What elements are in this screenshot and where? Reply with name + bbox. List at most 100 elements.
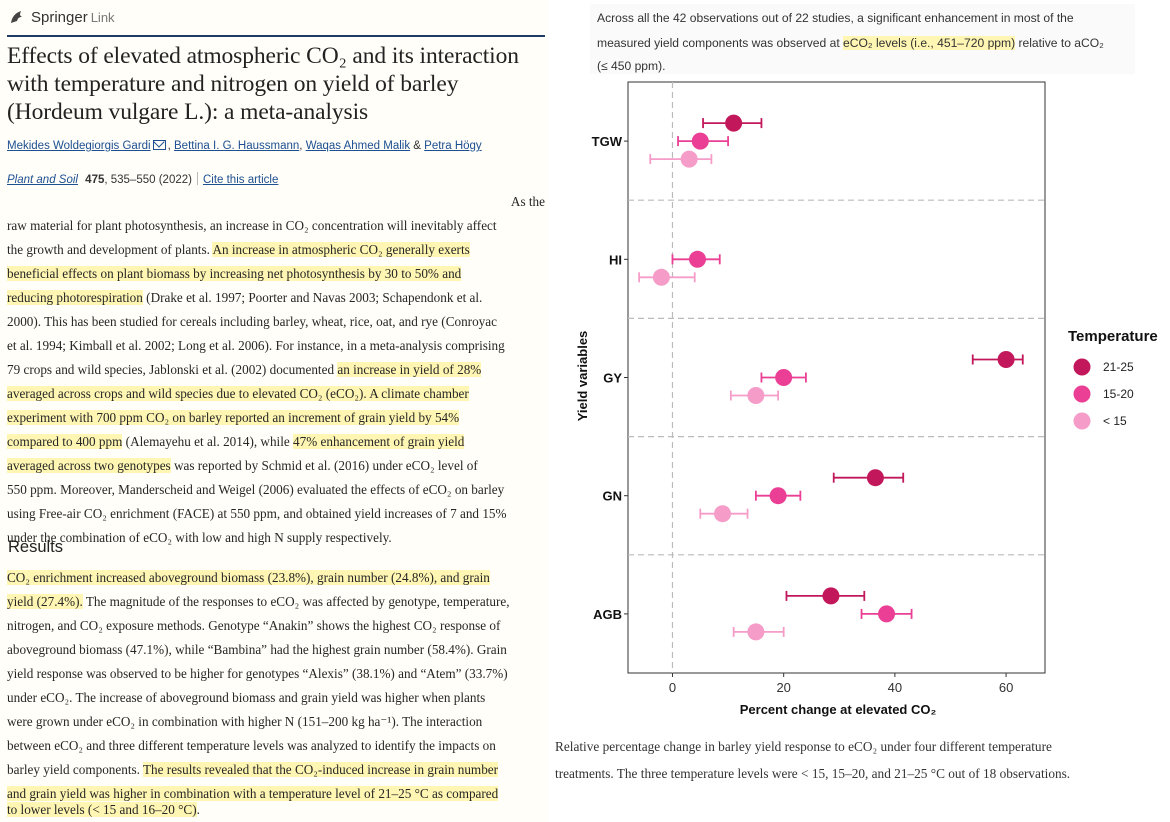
- highlight-span: to lower levels (< 15 and 16–20 °C): [7, 802, 197, 817]
- data-point: [769, 487, 787, 505]
- text-line: reducing photorespiration (Drake et al. …: [7, 286, 547, 310]
- cite-link[interactable]: Cite this article: [202, 174, 279, 186]
- highlight-span: CO₂ enrichment increased aboveground bio…: [7, 570, 490, 585]
- text-span: .: [196, 802, 200, 817]
- author-link[interactable]: Mekides Woldegiorgis Gardi: [7, 140, 151, 152]
- highlight-span: An increase in atmospheric CO₂ generally…: [212, 242, 470, 257]
- title-line-1: Effects of elevated atmospheric CO₂ and …: [7, 43, 519, 69]
- data-point-group: [760, 369, 807, 386]
- text-line: experiment with 700 ppm CO₂ on barley re…: [7, 406, 547, 430]
- chart-marks: [638, 114, 1024, 641]
- article-panel: Springer Link Effects of elevated atmosp…: [0, 0, 548, 822]
- gridlines: [628, 82, 1045, 673]
- text-line: beneficial effects on plant biomass by i…: [7, 262, 547, 286]
- legend-label: < 15: [1103, 414, 1127, 428]
- text-span: barley yield components.: [7, 762, 143, 777]
- author-link[interactable]: Bettina I. G. Haussmann: [174, 140, 300, 152]
- highlight-span: yield (27.4%).: [7, 594, 83, 609]
- data-point-group: [649, 150, 713, 168]
- x-tick-label: 60: [999, 680, 1013, 695]
- y-tick-label: TGW: [592, 134, 623, 149]
- text-line: between eCO₂ and three different tempera…: [7, 738, 496, 753]
- author-list: Mekides Woldegiorgis Gardi, Bettina I. G…: [7, 140, 482, 152]
- legend: Temperature 21-25 15-20 < 15: [1068, 328, 1158, 430]
- y-tick-label: HI: [609, 252, 622, 267]
- data-point-group: [729, 387, 780, 404]
- highlight-span: beneficial effects on plant biomass by i…: [7, 266, 462, 281]
- text-line: using Free-air CO₂ enrichment (FACE) at …: [7, 506, 507, 521]
- data-point: [691, 132, 709, 150]
- data-point-group: [702, 114, 763, 132]
- highlight-span: 47% enhancement of grain yield: [293, 434, 465, 449]
- brand-name: Springer: [31, 8, 88, 26]
- highlight-span: The results revealed that the CO₂-induce…: [143, 762, 499, 777]
- highlight-span: reducing photorespiration: [7, 290, 143, 305]
- data-point-group: [754, 487, 802, 505]
- data-point: [866, 469, 884, 487]
- text-line: et al. 1994; Kimball et al. 2002; Long e…: [7, 338, 505, 353]
- header-divider: [7, 35, 545, 37]
- highlight-span: and grain yield was higher in combinatio…: [7, 786, 499, 801]
- results-heading: Results: [8, 538, 64, 556]
- text-span: The magnitude of the responses to eCO₂ w…: [82, 594, 510, 609]
- figure-caption-line: Relative percentage change in barley yie…: [555, 739, 1052, 754]
- legend-swatch: [1073, 358, 1091, 376]
- text-line: averaged across two genotypes was report…: [7, 454, 547, 478]
- data-point: [680, 150, 698, 168]
- data-point-group: [860, 605, 913, 623]
- data-point: [747, 387, 765, 404]
- author-separator: &: [410, 140, 425, 152]
- highlight-span: averaged across two genotypes: [7, 458, 171, 473]
- data-point: [689, 250, 706, 268]
- text-line: compared to 400 ppm (Alemayehu et al. 20…: [7, 430, 547, 454]
- text-line: under the combination of eCO₂ with low a…: [7, 530, 392, 545]
- text-line: were grown under eCO₂ in combination wit…: [7, 714, 483, 729]
- highlight-span: an increase in yield of 28%: [337, 362, 482, 377]
- journal-volume: 475: [85, 174, 105, 186]
- text-line: yield response was observed to be higher…: [7, 666, 508, 681]
- data-point: [997, 351, 1015, 368]
- legend-label: 21-25: [1103, 360, 1134, 374]
- data-point-group: [832, 469, 905, 487]
- data-point-group: [671, 250, 721, 268]
- forest-plot: TGW HI GY GN AGB 0 20 40 60 Percent change at el…: [575, 81, 1158, 717]
- text-span: relative to aCO₂: [1015, 36, 1104, 50]
- title-line-3: (Hordeum vulgare L.): a meta-analysis: [7, 99, 369, 125]
- legend-swatch: [1073, 412, 1091, 430]
- data-point: [822, 587, 840, 605]
- x-tick-label: 20: [776, 680, 790, 695]
- text-line: yield (27.4%). The magnitude of the resp…: [7, 590, 547, 614]
- data-point: [747, 623, 765, 641]
- text-line: barley yield components. The results rev…: [7, 758, 547, 782]
- y-tick-label: GY: [603, 371, 622, 386]
- author-link[interactable]: Petra Högy: [424, 140, 482, 152]
- author-link[interactable]: Waqas Ahmed Malik: [305, 140, 411, 152]
- x-tick-label: 0: [669, 680, 676, 695]
- title-line-2: with temperature and nitrogen on yield o…: [7, 71, 459, 97]
- springer-logo[interactable]: Springer Link: [8, 5, 115, 29]
- brand-link-word: Link: [90, 9, 115, 25]
- text-line: 79 crops and wild species, Jablonski et …: [7, 358, 547, 382]
- data-point: [725, 114, 743, 132]
- data-point-group: [785, 587, 866, 605]
- text-line: averaged across crops and wild species d…: [7, 382, 547, 406]
- text-line: 550 ppm. Moreover, Manderscheid and Weig…: [7, 482, 505, 497]
- text-line: to lower levels (< 15 and 16–20 °C).: [7, 798, 547, 822]
- mail-icon[interactable]: [152, 140, 166, 150]
- text-span: (Alemayehu et al. 2014), while: [122, 434, 294, 449]
- summary-line: (≤ 450 ppm).: [597, 59, 666, 73]
- text-span: (Drake et al. 1997; Poorter and Navas 20…: [142, 290, 483, 305]
- figure-caption-line: treatments. The three temperature levels…: [555, 766, 1071, 781]
- text-span: the growth and development of plants.: [7, 242, 213, 257]
- article-title: Effects of elevated atmospheric CO₂ and …: [7, 42, 547, 126]
- legend-label: 15-20: [1103, 387, 1134, 401]
- journal-link[interactable]: Plant and Soil: [7, 174, 78, 186]
- x-axis-label: Percent change at elevated CO₂: [740, 702, 937, 717]
- data-point-group: [677, 132, 729, 150]
- data-point-group: [638, 268, 696, 286]
- data-point-group: [699, 505, 749, 523]
- text-line: 2000). This has been studied for cereals…: [7, 314, 497, 329]
- text-line: and grain yield was higher in combinatio…: [7, 782, 547, 806]
- journal-info: Plant and Soil 475, 535–550 (2022) Cite t…: [7, 172, 278, 186]
- data-point: [652, 268, 670, 286]
